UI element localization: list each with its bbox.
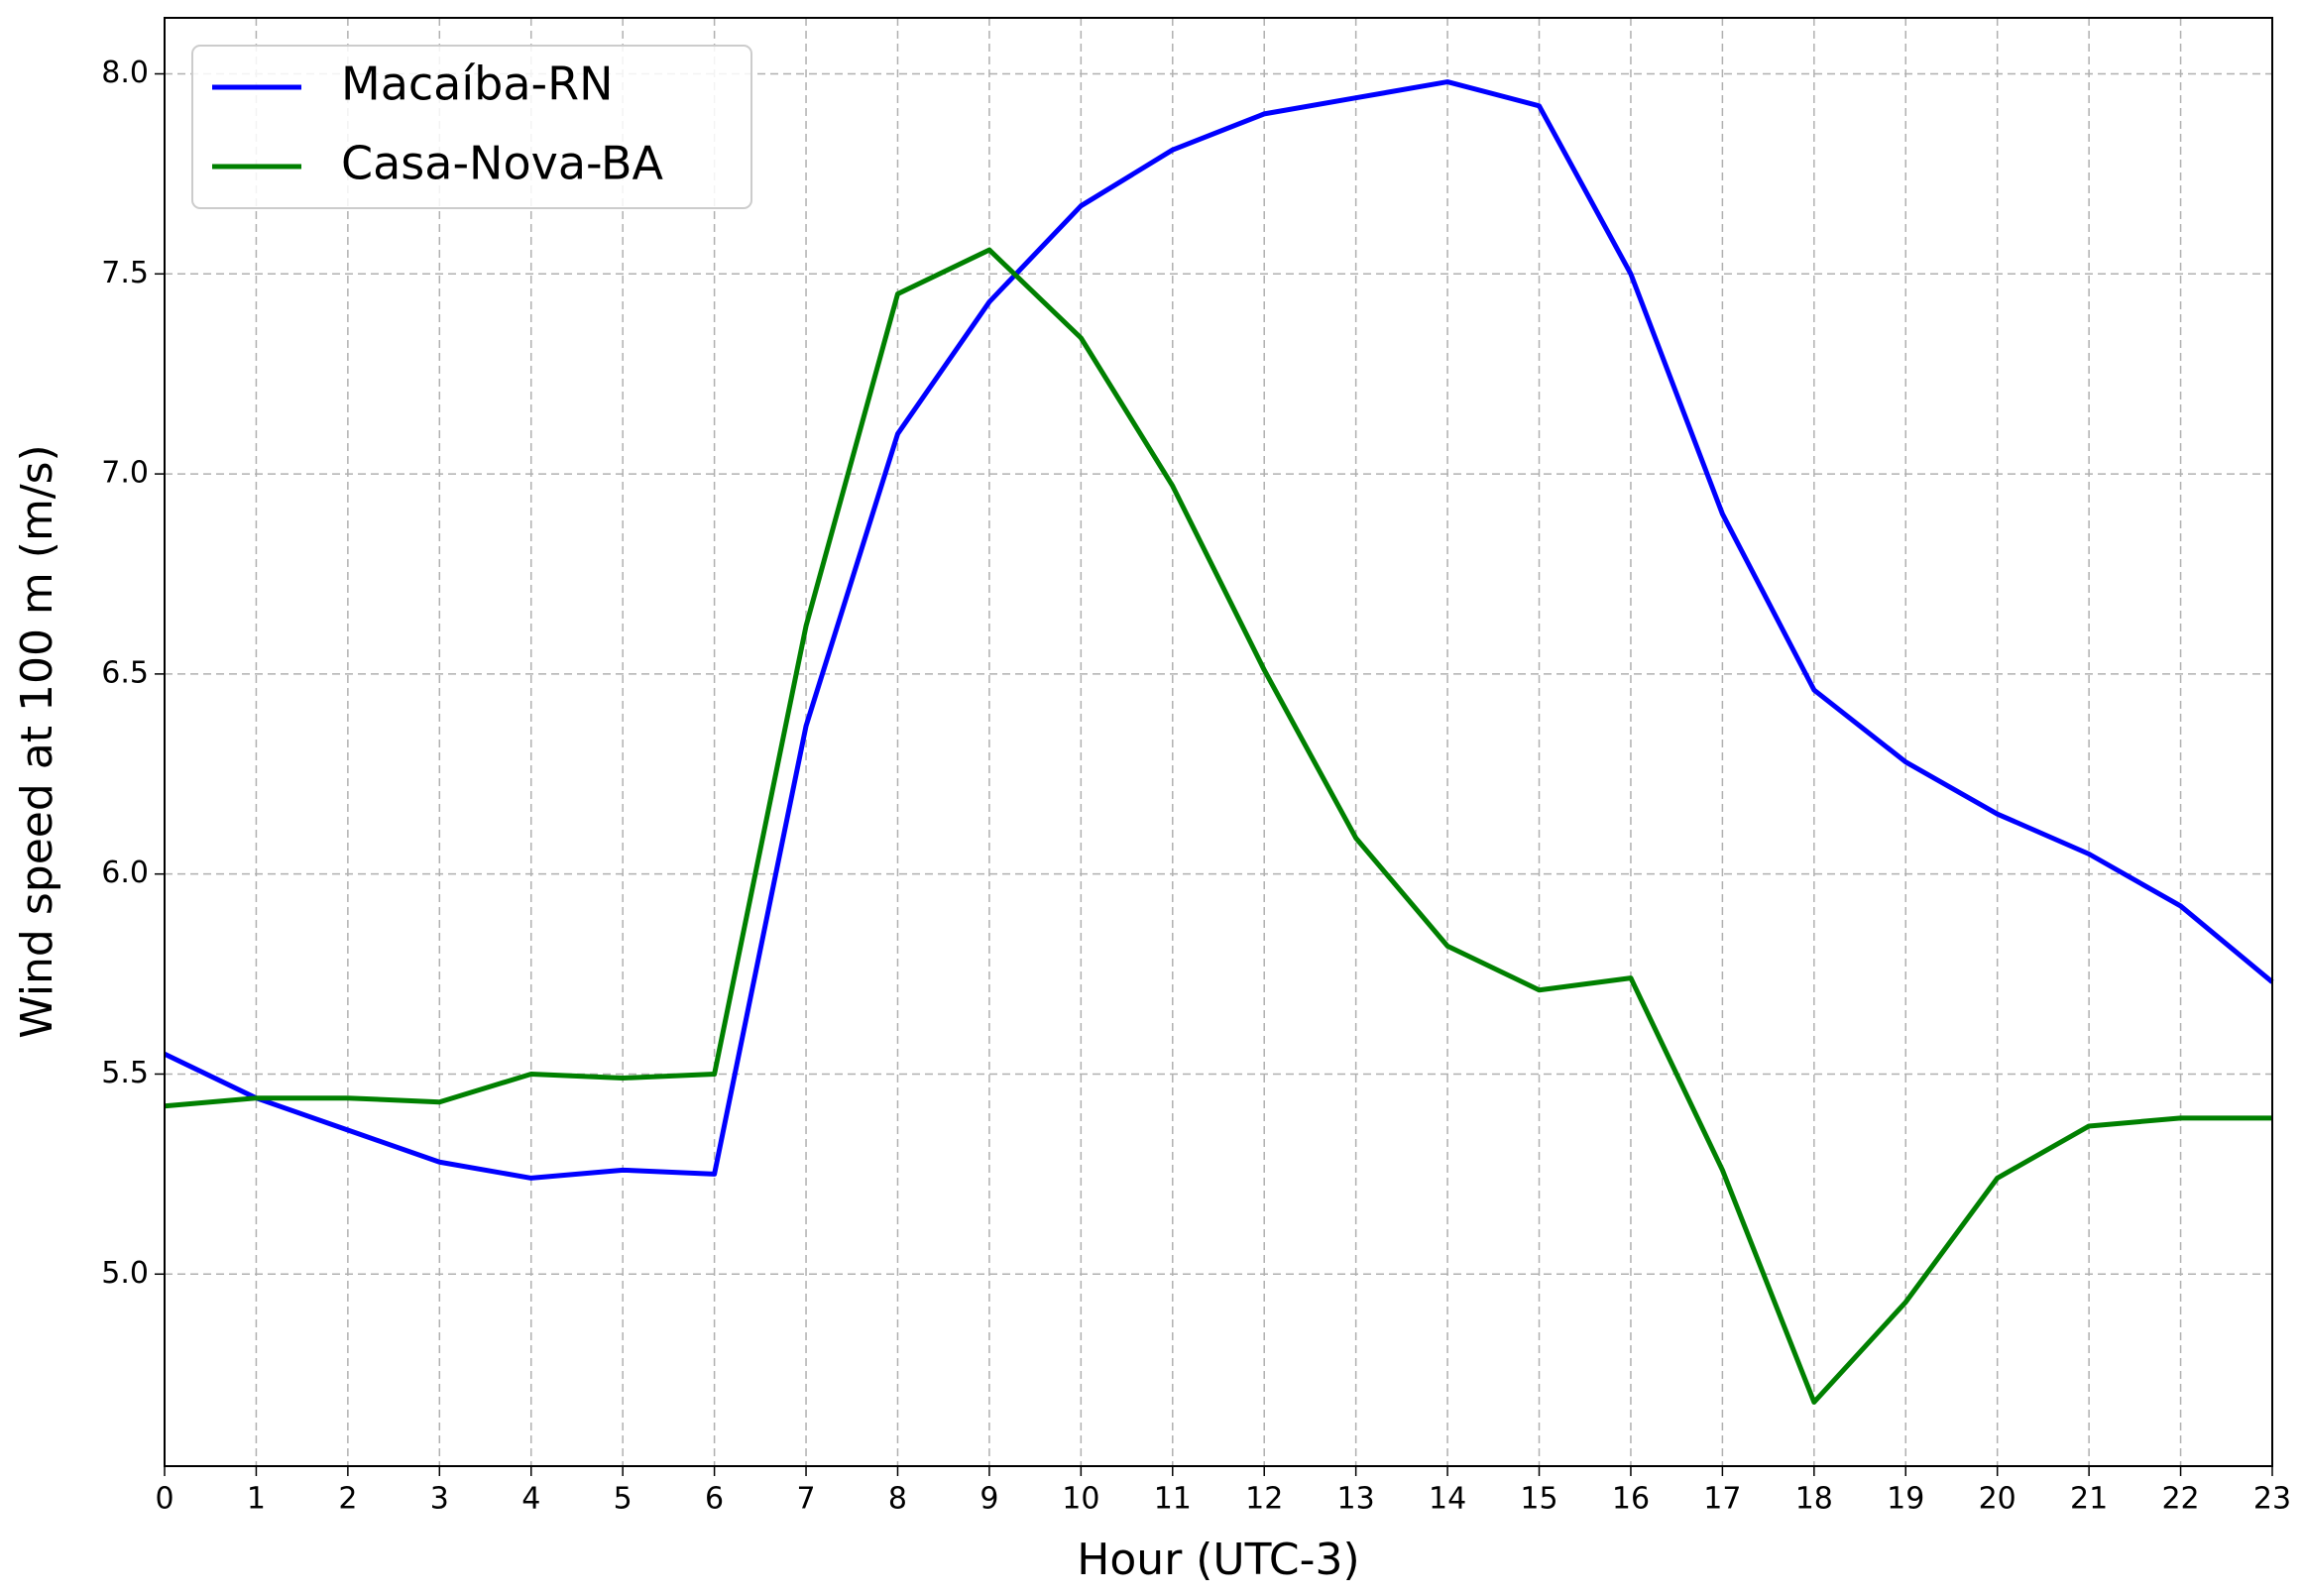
x-tick-label: 22 [2161,1482,2199,1517]
x-tick-label: 18 [1795,1482,1833,1517]
y-tick-label: 5.0 [101,1256,149,1291]
y-tick-label: 6.0 [101,855,149,890]
y-axis-label: Wind speed at 100 m (m/s) [12,444,62,1038]
legend: Macaíba-RN Casa-Nova-BA [191,45,752,209]
x-tick-label: 6 [705,1482,724,1517]
line [163,79,2274,1181]
y-tick-label: 6.5 [101,655,149,690]
x-tick-label: 0 [155,1482,173,1517]
plot-frame [164,17,2273,1467]
x-tick-label: 15 [1520,1482,1557,1517]
x-tick-label: 21 [2070,1482,2108,1517]
x-tick-label: 11 [1154,1482,1192,1517]
y-tick-label: 7.5 [101,256,149,290]
x-tick-label: 8 [888,1482,907,1517]
x-tick-label: 14 [1429,1482,1466,1517]
y-tick-label: 5.5 [101,1056,149,1090]
x-tick-label: 23 [2253,1482,2291,1517]
x-tick-label: 3 [430,1482,449,1517]
x-tick-label: 20 [1979,1482,2016,1517]
x-tick-label: 10 [1062,1482,1099,1517]
x-tick-label: 19 [1887,1482,1924,1517]
x-tick-label: 2 [338,1482,357,1517]
x-tick-label: 16 [1612,1482,1650,1517]
x-tick-label: 9 [979,1482,998,1517]
x-tick-label: 13 [1337,1482,1375,1517]
y-tick-label: 7.0 [101,456,149,491]
x-tick-label: 5 [614,1482,633,1517]
legend-label: Macaíba-RN [341,57,614,111]
x-tick-label: 17 [1703,1482,1741,1517]
y-tick-label: 8.0 [101,56,149,90]
x-axis-label: Hour (UTC-3) [1077,1535,1359,1585]
legend-label: Casa-Nova-BA [341,137,664,190]
x-tick-label: 1 [247,1482,266,1517]
x-tick-label: 7 [796,1482,815,1517]
x-tick-label: 4 [521,1482,540,1517]
line [164,247,2272,1405]
x-tick-label: 12 [1245,1482,1283,1517]
legend-box [191,45,752,209]
